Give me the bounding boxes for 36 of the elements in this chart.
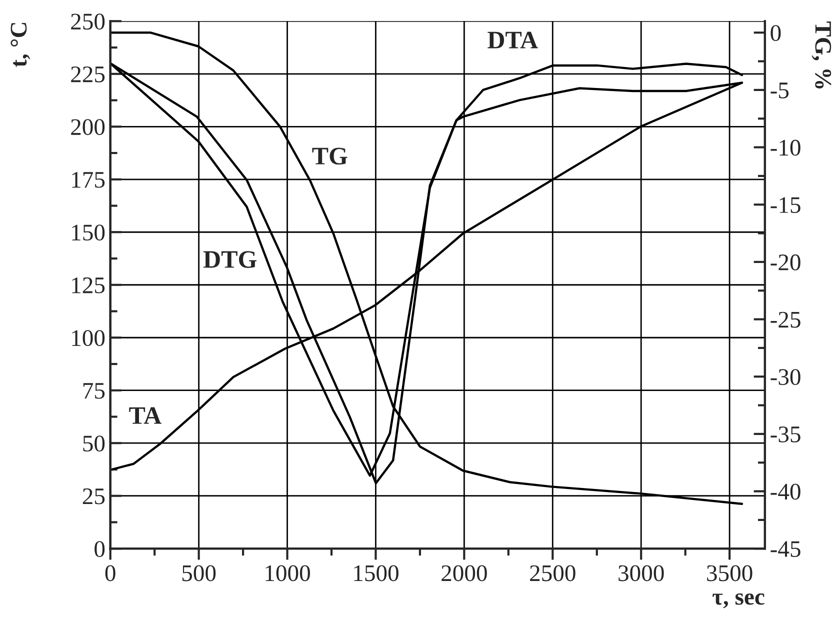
y-tick-label: 150 (72, 224, 105, 241)
y-tick-label: 75 (83, 383, 105, 399)
y2-tick-label: -25 (770, 312, 800, 328)
y-tick-label: 250 (71, 14, 105, 30)
x-tick-label: 3500 (707, 565, 752, 582)
y2-tick-label: -35 (770, 426, 800, 442)
x-tick-label: 3000 (618, 565, 664, 582)
series-label: TA (129, 407, 162, 424)
series-label: DTA (488, 32, 538, 48)
y-tick-label: 175 (72, 172, 105, 188)
y2-tick-label: -10 (770, 140, 800, 156)
x-axis-title: τ, sec (712, 593, 764, 608)
y-axis-title: t, °C (10, 22, 30, 67)
y2-tick-label: -15 (770, 197, 800, 214)
y-tick-label: 200 (71, 119, 105, 136)
y-tick-label: 0 (94, 541, 105, 558)
y-tick-label: 225 (71, 66, 105, 82)
y-tick-label: 50 (83, 436, 105, 452)
y2-tick-label: -5 (770, 82, 789, 98)
y2-tick-label: -30 (770, 369, 800, 386)
x-tick-label: 0 (105, 565, 116, 582)
x-tick-label: 1500 (354, 565, 398, 582)
x-tick-label: 2500 (530, 565, 576, 582)
series-label: DTG (203, 251, 257, 268)
series-label: TG (312, 148, 348, 165)
y-tick-label: 25 (82, 488, 105, 504)
x-tick-label: 500 (182, 565, 216, 582)
y-tick-label: 125 (72, 277, 105, 294)
y2-tick-label: -40 (770, 484, 800, 500)
y2-tick-label: -45 (770, 541, 800, 558)
y2-tick-label: 0 (770, 25, 781, 42)
y2-tick-label: -20 (770, 254, 800, 270)
y-tick-label: 100 (72, 330, 105, 346)
x-tick-label: 1000 (266, 565, 310, 582)
x-tick-label: 2000 (442, 565, 487, 582)
y2-axis-title: TG, % (812, 22, 832, 88)
